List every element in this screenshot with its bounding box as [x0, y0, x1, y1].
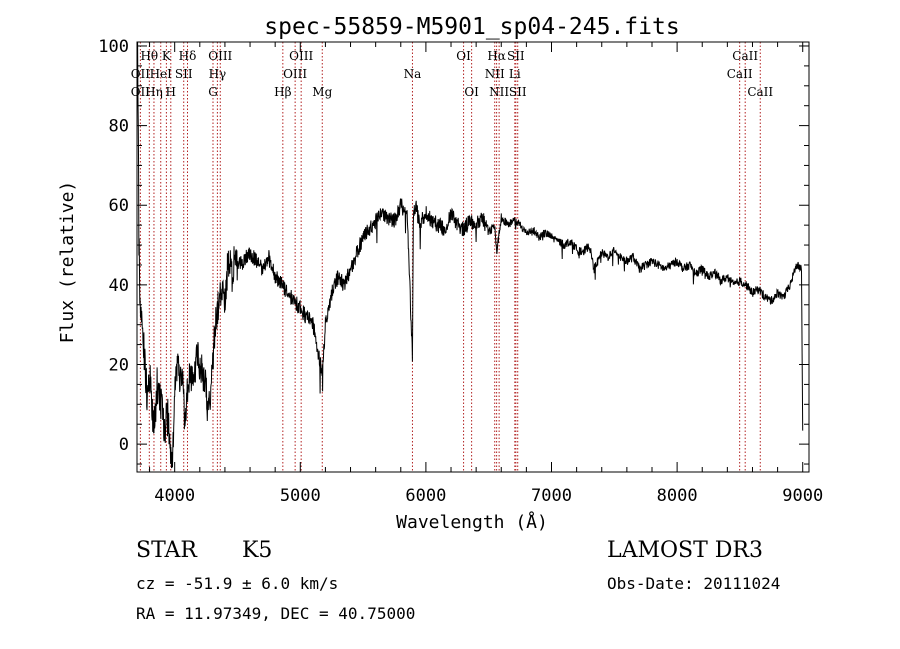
- y-tick-label: 0: [119, 435, 129, 455]
- line-marker-label: H: [166, 85, 176, 99]
- x-tick-label: 9000: [782, 486, 823, 506]
- line-marker-label: OIII: [283, 67, 307, 81]
- coordinates: RA = 11.97349, DEC = 40.75000: [136, 604, 416, 623]
- line-marker-label: NII: [489, 85, 509, 99]
- line-marker-label: Hγ: [209, 67, 227, 81]
- line-marker-label: CaII: [732, 49, 758, 63]
- y-tick-label: 80: [109, 117, 129, 137]
- line-marker-label: G: [208, 85, 218, 99]
- line-markers: [139, 42, 761, 472]
- line-marker-label: Hθ: [140, 49, 158, 63]
- x-tick-label: 4000: [154, 486, 195, 506]
- y-tick-label: 40: [109, 276, 129, 296]
- line-marker-label: SII: [507, 49, 525, 63]
- spectrum-series: [137, 41, 804, 469]
- line-marker-label: OIII: [289, 49, 313, 63]
- y-tick-label: 60: [109, 196, 129, 216]
- x-tick-label: 5000: [280, 486, 321, 506]
- line-marker-label: Hα: [487, 49, 506, 63]
- y-tick-label: 20: [109, 356, 129, 376]
- line-marker-label: Hη: [145, 85, 163, 99]
- x-tick-label: 8000: [657, 486, 698, 506]
- line-marker-label: NII: [485, 67, 505, 81]
- line-marker-label: Na: [404, 67, 422, 81]
- plot-frame: [136, 41, 810, 473]
- survey-name: LAMOST DR3: [607, 538, 763, 563]
- line-marker-label: HeI: [150, 67, 173, 81]
- y-axis: 0 20 40 60 80 100: [98, 37, 809, 465]
- line-marker-label: SII: [509, 85, 527, 99]
- line-marker-label: Li: [509, 67, 521, 81]
- line-marker-label: Mg: [312, 85, 332, 99]
- y-axis-label: Flux (relative): [57, 181, 78, 344]
- spectrum-line: [137, 41, 804, 469]
- line-marker-label: CaII: [747, 85, 773, 99]
- x-axis-label: Wavelength (Å): [396, 511, 548, 533]
- line-marker-label: OII: [131, 67, 151, 81]
- obs-date: Obs-Date: 20111024: [607, 574, 781, 593]
- line-marker-label: OI: [456, 49, 471, 63]
- redshift-text: cz = -51.9 ± 6.0 km/s: [136, 574, 339, 593]
- line-marker-label: Hβ: [274, 85, 291, 99]
- object-subclass: K5: [242, 538, 273, 563]
- line-marker-label: OII: [131, 85, 151, 99]
- x-axis: 4000 5000 6000 7000 8000 9000: [149, 42, 823, 506]
- chart-title: spec-55859-M5901_sp04-245.fits: [264, 14, 679, 40]
- line-marker-label: CaII: [727, 67, 753, 81]
- line-marker-label: K: [162, 49, 172, 63]
- object-class: STAR: [136, 538, 197, 563]
- line-marker-label: OI: [464, 85, 479, 99]
- x-tick-label: 7000: [531, 486, 572, 506]
- x-tick-label: 6000: [405, 486, 446, 506]
- line-marker-label: OIII: [208, 49, 232, 63]
- line-marker-label: SII: [175, 67, 193, 81]
- line-marker-label: Hδ: [179, 49, 197, 63]
- y-tick-label: 100: [98, 37, 129, 57]
